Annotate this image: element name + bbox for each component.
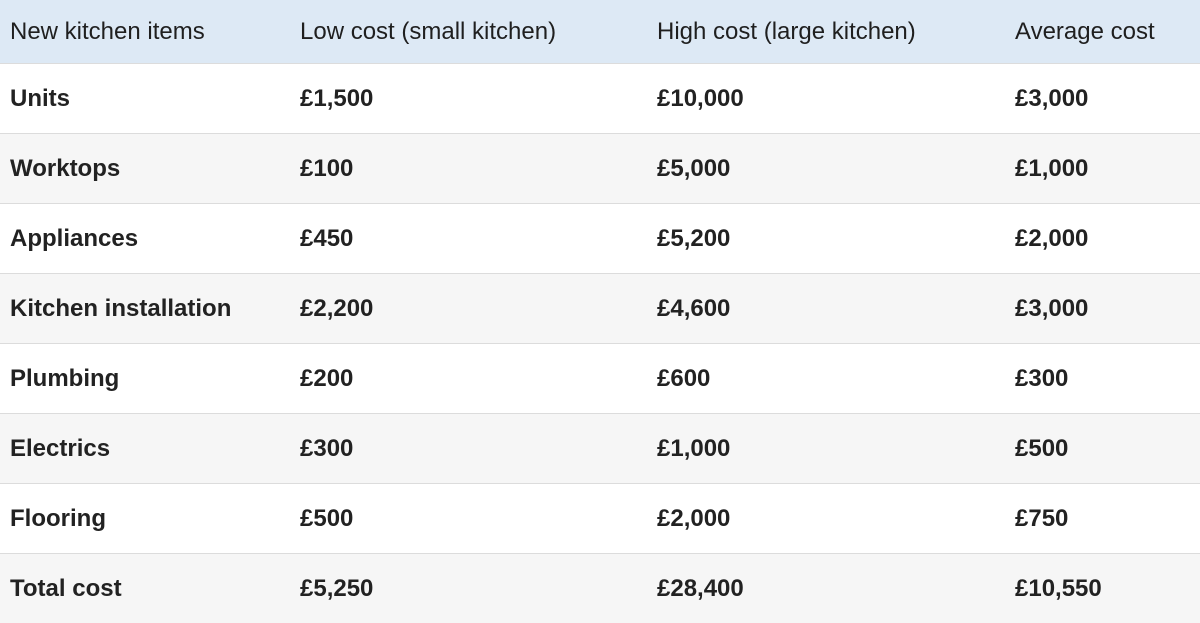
cost-cell: £5,200 bbox=[647, 203, 1005, 274]
table-row: Units £1,500 £10,000 £3,000 bbox=[0, 63, 1200, 134]
table-row: Electrics £300 £1,000 £500 bbox=[0, 413, 1200, 484]
cost-cell: £450 bbox=[290, 203, 647, 274]
cost-cell: £3,000 bbox=[1005, 273, 1200, 344]
header-cell: Average cost bbox=[1005, 0, 1200, 64]
cost-cell: £4,600 bbox=[647, 273, 1005, 344]
cost-cell: £300 bbox=[1005, 343, 1200, 414]
cost-cell: £500 bbox=[290, 483, 647, 554]
cost-cell: £1,500 bbox=[290, 63, 647, 134]
cost-cell: £28,400 bbox=[647, 553, 1005, 623]
table-row: Kitchen installation £2,200 £4,600 £3,000 bbox=[0, 273, 1200, 344]
table-row: Worktops £100 £5,000 £1,000 bbox=[0, 133, 1200, 204]
table-body: Units £1,500 £10,000 £3,000 Worktops £100 £5,0… bbox=[0, 63, 1200, 623]
row-label: Kitchen installation bbox=[0, 273, 290, 344]
header-row: New kitchen items Low cost (small kitchen… bbox=[0, 0, 1200, 64]
header-cell: Low cost (small kitchen) bbox=[290, 0, 647, 64]
cost-cell: £500 bbox=[1005, 413, 1200, 484]
cost-cell: £200 bbox=[290, 343, 647, 414]
table-row: Plumbing £200 £600 £300 bbox=[0, 343, 1200, 414]
cost-cell: £1,000 bbox=[647, 413, 1005, 484]
cost-cell: £2,000 bbox=[647, 483, 1005, 554]
table-row: Appliances £450 £5,200 £2,000 bbox=[0, 203, 1200, 274]
row-label: Worktops bbox=[0, 133, 290, 204]
cost-cell: £10,000 bbox=[647, 63, 1005, 134]
cost-cell: £300 bbox=[290, 413, 647, 484]
row-label: Units bbox=[0, 63, 290, 134]
row-label: Total cost bbox=[0, 553, 290, 623]
header-cell: New kitchen items bbox=[0, 0, 290, 64]
row-label: Flooring bbox=[0, 483, 290, 554]
table-row: Total cost £5,250 £28,400 £10,550 bbox=[0, 553, 1200, 623]
cost-cell: £1,000 bbox=[1005, 133, 1200, 204]
cost-cell: £3,000 bbox=[1005, 63, 1200, 134]
cost-cell: £750 bbox=[1005, 483, 1200, 554]
row-label: Plumbing bbox=[0, 343, 290, 414]
cost-cell: £2,200 bbox=[290, 273, 647, 344]
cost-cell: £100 bbox=[290, 133, 647, 204]
row-label: Electrics bbox=[0, 413, 290, 484]
cost-cell: £5,250 bbox=[290, 553, 647, 623]
cost-cell: £600 bbox=[647, 343, 1005, 414]
row-label: Appliances bbox=[0, 203, 290, 274]
table-header: New kitchen items Low cost (small kitchen… bbox=[0, 0, 1200, 64]
header-cell: High cost (large kitchen) bbox=[647, 0, 1005, 64]
cost-cell: £2,000 bbox=[1005, 203, 1200, 274]
table-row: Flooring £500 £2,000 £750 bbox=[0, 483, 1200, 554]
cost-cell: £5,000 bbox=[647, 133, 1005, 204]
cost-cell: £10,550 bbox=[1005, 553, 1200, 623]
